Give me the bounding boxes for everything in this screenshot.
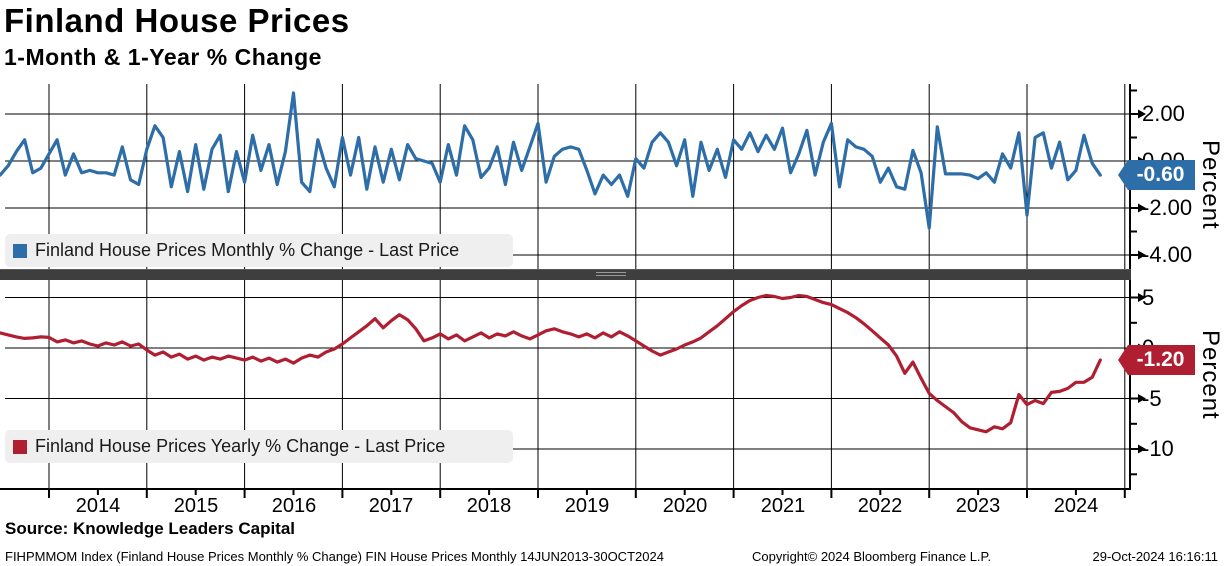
y-axis-title-top: Percent <box>1197 140 1224 230</box>
legend-swatch-yearly-icon <box>13 439 27 454</box>
xtick-2016: 2016 <box>271 495 317 517</box>
yearly-line <box>0 293 1102 434</box>
panel-resize-grip[interactable] <box>596 272 626 278</box>
source-line: Source: Knowledge Leaders Capital <box>5 519 296 538</box>
tick-arrow-icon <box>1138 444 1146 454</box>
legend-yearly-label: Finland House Prices Yearly % Change - L… <box>35 436 446 456</box>
legend-yearly: Finland House Prices Yearly % Change - L… <box>5 430 513 463</box>
y-axis-title-bottom: Percent <box>1197 330 1224 420</box>
xtick-2017: 2017 <box>368 495 414 517</box>
xtick-2021: 2021 <box>760 495 806 517</box>
xtick-2014: 2014 <box>75 495 121 517</box>
panel-separator <box>0 269 1131 280</box>
legend-monthly-label: Finland House Prices Monthly % Change - … <box>35 240 460 260</box>
ytick-top-2: 2.00 <box>1142 101 1185 126</box>
legend-swatch-monthly-icon <box>13 243 27 258</box>
xtick-2023: 2023 <box>955 495 1001 517</box>
last-price-tag-monthly: -0.60 <box>1118 160 1195 190</box>
xtick-2019: 2019 <box>564 495 610 517</box>
xtick-2024: 2024 <box>1053 495 1099 517</box>
tick-arrow-icon <box>1138 250 1146 260</box>
monthly-line <box>0 91 1102 230</box>
ytick-bot--5: -5 <box>1142 386 1162 411</box>
ytick-top--4: -4.00 <box>1142 242 1193 267</box>
tick-arrow-icon <box>1138 293 1146 302</box>
tick-arrow-icon <box>1138 394 1146 403</box>
last-price-tag-yearly: -1.20 <box>1118 345 1195 375</box>
xtick-2022: 2022 <box>857 495 903 517</box>
tick-arrow-icon <box>1138 203 1146 213</box>
tick-arrow-icon <box>1138 109 1146 119</box>
legend-monthly: Finland House Prices Monthly % Change - … <box>5 234 513 267</box>
ytick-bot--10: -10 <box>1142 436 1174 461</box>
xtick-2018: 2018 <box>466 495 512 517</box>
xtick-2015: 2015 <box>173 495 219 517</box>
copyright-text: Copyright© 2024 Bloomberg Finance L.P. <box>752 549 992 564</box>
ytick-bot-5: 5 <box>1142 285 1155 310</box>
ytick-top--2: -2.00 <box>1142 195 1193 220</box>
xtick-2020: 2020 <box>662 495 708 517</box>
timestamp: 29-Oct-2024 16:16:11 <box>1092 549 1218 564</box>
page-title: Finland House Prices <box>4 2 350 39</box>
chart-subtitle: 1-Month & 1-Year % Change <box>4 44 322 70</box>
ticker-info: FIHPMMOM Index (Finland House Prices Mon… <box>5 549 664 564</box>
